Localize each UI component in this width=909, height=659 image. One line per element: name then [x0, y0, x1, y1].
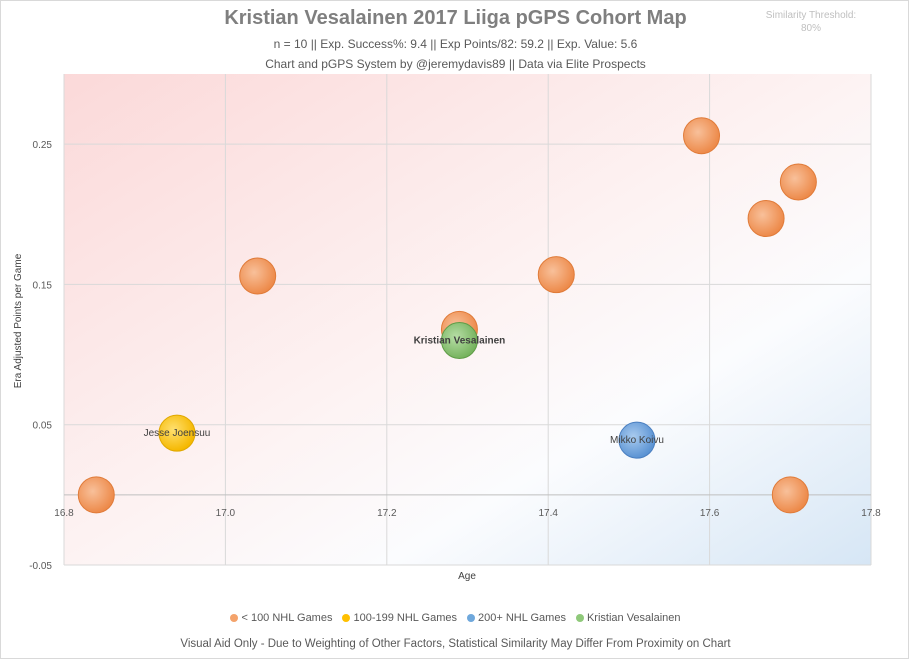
similarity-threshold: Similarity Threshold: 80%: [761, 9, 861, 35]
legend-marker-icon: [230, 614, 239, 623]
legend-marker-icon: [575, 614, 584, 623]
x-axis-label: Age: [458, 571, 476, 582]
y-tick-label: 0.05: [33, 421, 53, 432]
bubble-point: [77, 476, 115, 514]
bubble-point: [683, 117, 721, 155]
bubble-point: [771, 476, 809, 514]
bubble-point: [537, 256, 575, 294]
bubble-point: [239, 257, 277, 295]
legend-item: 200+ NHL Games: [467, 612, 566, 624]
chart-subtitle-credit: Chart and pGPS System by @jeremydavis89 …: [265, 57, 646, 71]
bubble-point: [158, 414, 196, 452]
threshold-value: 80%: [800, 23, 821, 34]
legend-label: 100-199 NHL Games: [353, 612, 458, 624]
chart-title: Kristian Vesalainen 2017 Liiga pGPS Coho…: [224, 7, 687, 29]
chart-subtitle-stats: n = 10 || Exp. Success%: 9.4 || Exp Poin…: [273, 37, 638, 51]
point-label: Mikko Koivu: [610, 435, 664, 446]
legend-item: Kristian Vesalainen: [575, 612, 681, 624]
y-tick-label: 0.25: [33, 140, 53, 151]
legend-label: Kristian Vesalainen: [586, 612, 681, 624]
legend-marker-icon: [467, 614, 476, 623]
bubble-point: [779, 163, 817, 201]
point-label: Jesse Joensuu: [144, 428, 211, 439]
x-tick-label: 17.2: [377, 508, 397, 519]
y-tick-label: -0.05: [29, 561, 52, 572]
point-label: Kristian Vesalainen: [414, 336, 506, 347]
x-tick-label: 17.4: [538, 508, 558, 519]
bubble-point: [440, 322, 478, 360]
threshold-label: Similarity Threshold:: [765, 10, 857, 21]
legend-label: 200+ NHL Games: [478, 612, 566, 624]
legend: < 100 NHL Games 100-199 NHL Games 200+ NHL…: [1, 612, 908, 624]
bubble-point: [747, 199, 785, 237]
x-tick-label: 17.0: [216, 508, 236, 519]
legend-label: < 100 NHL Games: [241, 612, 333, 624]
legend-item: 100-199 NHL Games: [342, 612, 457, 624]
legend-marker-icon: [342, 614, 351, 623]
x-tick-label: 16.8: [54, 508, 74, 519]
footer-note: Visual Aid Only - Due to Weighting of Ot…: [180, 638, 731, 650]
legend-item: < 100 NHL Games: [230, 612, 332, 624]
x-tick-label: 17.6: [700, 508, 720, 519]
y-tick-label: 0.15: [33, 280, 53, 291]
x-tick-label: 17.8: [861, 508, 881, 519]
y-axis-label: Era Adjusted Points per Game: [13, 253, 24, 388]
bubble-point: [618, 421, 656, 459]
